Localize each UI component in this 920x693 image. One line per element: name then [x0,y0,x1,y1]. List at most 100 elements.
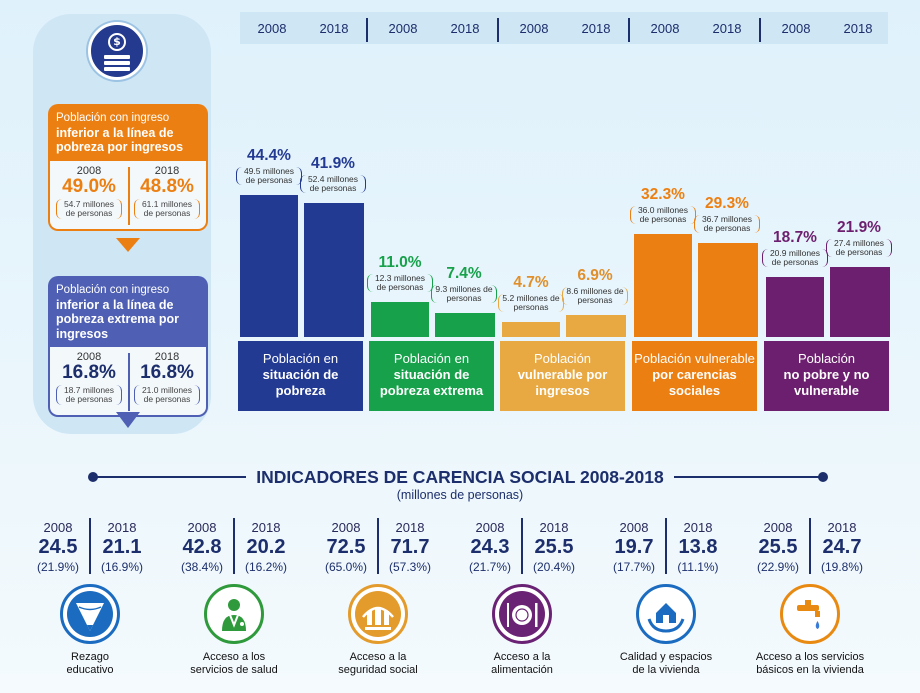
indicator-percent: (17.7%) [612,560,656,574]
year-label: 2018 [154,351,180,363]
year-header: 2018 [581,21,611,36]
title-rule-left [96,476,246,478]
people-value: 21.0 millones de personas [134,385,200,405]
bar-percent-label: 18.7% [773,229,817,246]
bar-2008 [766,277,824,337]
indicator-percent: (21.7%) [468,560,512,574]
bar-people-label: 27.4 millones de personas [826,239,892,257]
pencil-icon [60,584,120,644]
indicator-percent: (16.2%) [244,560,288,574]
year-separator [759,18,761,42]
indicator-percent: (38.4%) [180,560,224,574]
category-label-line: Población en [393,351,470,366]
indicator-value: 24.7 [822,536,862,558]
indicator-value: 13.8 [678,536,718,558]
percent-value: 49.0% [62,175,116,197]
bar-2018 [698,243,758,337]
bar-percent-label: 7.4% [446,265,482,282]
bar-people-label: 52.4 millones de personas [300,175,366,193]
bar-people-label: 20.9 millones de personas [762,249,828,267]
indicator-value: 71.7 [390,536,430,558]
faucet-icon [780,584,840,644]
indicator-year: 2018 [107,520,137,535]
indicator-value: 25.5 [758,536,798,558]
money-icon: $ [88,22,146,80]
indicator-year: 2008 [187,520,217,535]
indicator-label-line: seguridad social [338,664,418,676]
indicator-label-line: Acceso a los servicios [755,651,865,663]
year-header: 2008 [257,21,287,36]
year-header: 2018 [319,21,349,36]
indicator-divider [809,518,811,574]
year-band: 2008 2018 2008 2018 2008 2018 2008 2018 2008 2018 [240,12,888,44]
indicator-year: 2018 [395,520,425,535]
year-label: 2018 [154,164,180,177]
doctor-icon [204,584,264,644]
bar-2018 [566,315,626,337]
year-header: 2008 [650,21,680,36]
bar-people-label: 5.2 millones de personas [498,294,564,312]
indicator-value: 72.5 [326,536,366,558]
category-label-line: Población en [262,351,339,366]
income-extreme-card: Población con ingreso inferior a la líne… [48,276,208,428]
indicator-percent: (16.9%) [100,560,144,574]
indicator-label-line: educativo [66,664,114,676]
bar-2008 [371,302,429,337]
indicator-label-line: Acceso a la [493,651,551,663]
bar-percent-label: 11.0% [378,254,422,271]
category-label-line: no pobre y no [783,367,870,382]
indicator-value: 24.3 [470,536,510,558]
indicator-label: Calidad y espacios de la vivienda [596,651,736,677]
indicator-value: 21.1 [102,536,142,558]
indicator-divider [89,518,91,574]
category-label-line: situación de [262,367,339,382]
bar-percent-label: 4.7% [513,274,549,291]
year-header: 2008 [519,21,549,36]
year-label: 2008 [76,164,102,177]
card-title-light: Población con ingreso [56,284,170,296]
category-label: Población en situación de pobreza [238,341,363,411]
category-label-line: pobreza [275,383,326,398]
card-title-bold: inferior a la línea de pobreza por ingre… [56,125,184,155]
category-label-line: situación de [393,367,470,382]
bar-percent-label: 21.9% [837,219,881,236]
indicator-item: 2008 2018 25.5 24.7 (22.9%) (19.8%) Acce… [740,518,880,688]
indicator-label-line: Acceso a los [202,651,266,663]
category-label-line: Población [797,351,856,366]
indicator-divider [377,518,379,574]
indicator-percent: (22.9%) [756,560,800,574]
indicator-label: Rezago educativo [20,651,160,677]
indicator-percent: (65.0%) [324,560,368,574]
people-value: 54.7 millones de personas [56,198,122,219]
card-pointer [116,412,140,428]
indicator-year: 2018 [827,520,857,535]
category-label-line: por carencias [652,367,737,382]
bar-2018 [435,313,495,337]
year-header: 2008 [388,21,418,36]
bar-2008 [634,234,692,337]
indicator-year: 2018 [683,520,713,535]
indicator-label: Acceso a la alimentación [452,651,592,677]
indicator-percent: (57.3%) [388,560,432,574]
indicator-year: 2018 [539,520,569,535]
indicator-value: 19.7 [614,536,654,558]
people-value: 61.1 millones de personas [134,198,200,219]
card-pointer [116,238,140,252]
indicator-percent: (19.8%) [820,560,864,574]
indicator-year: 2018 [251,520,281,535]
bar-people-label: 9.3 millones de personas [431,285,497,303]
bar-percent-label: 29.3% [705,195,749,212]
indicator-percent: (21.9%) [36,560,80,574]
indicators-subtitle: (millones de personas) [396,488,524,502]
indicator-divider [233,518,235,574]
people-value: 18.7 millones de personas [56,385,122,405]
title-rule-right [674,476,820,478]
bar-people-label: 49.5 millones de personas [236,167,302,185]
indicator-divider [521,518,523,574]
indicator-year: 2008 [763,520,793,535]
bar-percent-label: 6.9% [577,267,613,284]
category-label-line: Población vulnerable [634,351,755,366]
indicator-year: 2008 [475,520,505,535]
bar-2008 [240,195,298,337]
category-label-line: sociales [668,383,721,398]
